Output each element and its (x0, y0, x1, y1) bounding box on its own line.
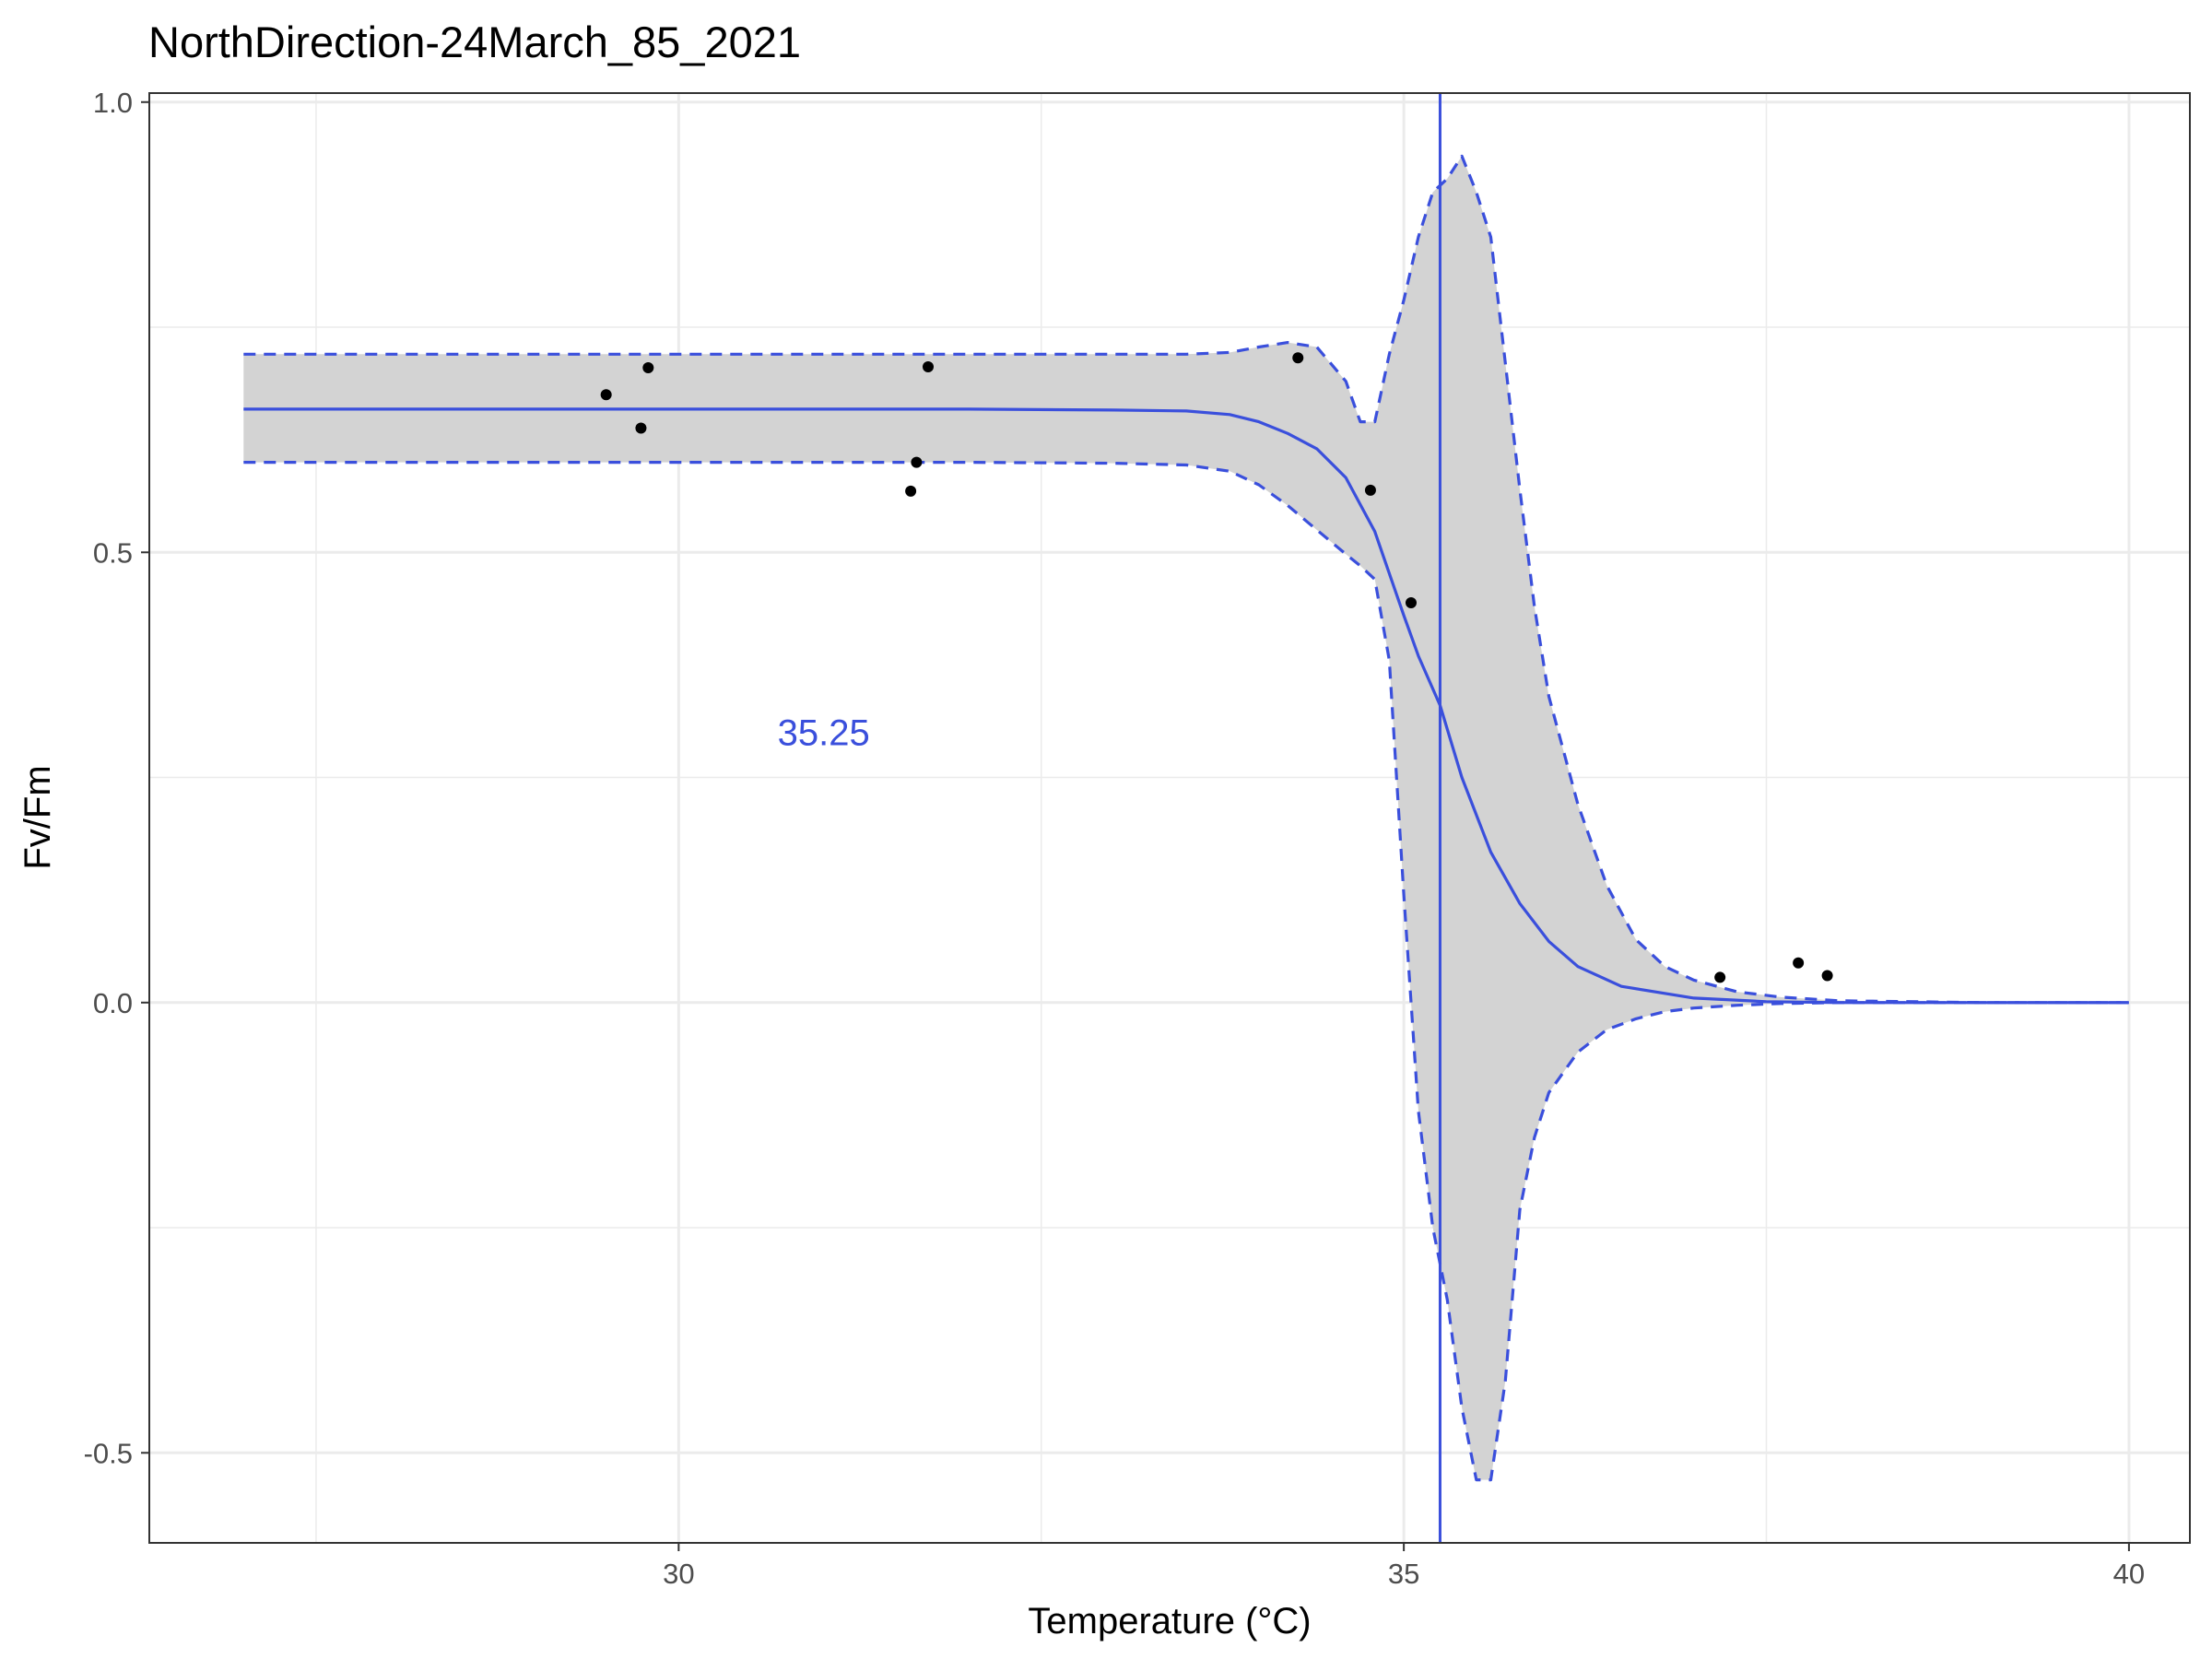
fit-line (243, 407, 2129, 1005)
x-axis: 30 35 40 (663, 1543, 2145, 1590)
threshold-annotation-layer: 35.25 (778, 713, 870, 754)
data-point (1793, 957, 1805, 969)
data-point (635, 422, 647, 434)
y-axis-title: Fv/Fm (18, 765, 58, 869)
data-point (1364, 484, 1376, 496)
y-axis: -0.5 0.0 0.5 1.0 (84, 87, 149, 1469)
data-point (905, 485, 917, 497)
y-tick-label: -0.5 (84, 1437, 133, 1469)
major-gridlines (149, 93, 2190, 1543)
panel-border (148, 92, 2191, 1544)
x-tick-label: 30 (663, 1558, 694, 1590)
x-tick-label: 40 (2113, 1558, 2145, 1590)
ribbon-area (243, 156, 2129, 1480)
confidence-ribbon (243, 156, 2129, 1480)
data-point (1292, 352, 1304, 364)
y-tick-label: 0.0 (93, 987, 133, 1019)
threshold-annotation: 35.25 (778, 713, 870, 754)
x-axis-title: Temperature (°C) (1028, 1601, 1311, 1641)
y-tick-label: 0.5 (93, 536, 133, 569)
minor-gridlines (149, 93, 2190, 1543)
data-point (923, 361, 935, 373)
data-point (600, 389, 612, 401)
y-tick-label: 1.0 (93, 87, 133, 119)
data-point (911, 456, 923, 468)
plot-panel (149, 93, 2190, 1543)
data-point (1405, 596, 1417, 608)
data-points (600, 352, 1833, 983)
fit-curve (243, 407, 2129, 1005)
data-point (1714, 971, 1726, 983)
chart-title: NorthDirection-24March_85_2021 (148, 18, 801, 66)
data-point (1821, 970, 1833, 982)
data-point (642, 361, 654, 373)
x-tick-label: 35 (1388, 1558, 1419, 1590)
